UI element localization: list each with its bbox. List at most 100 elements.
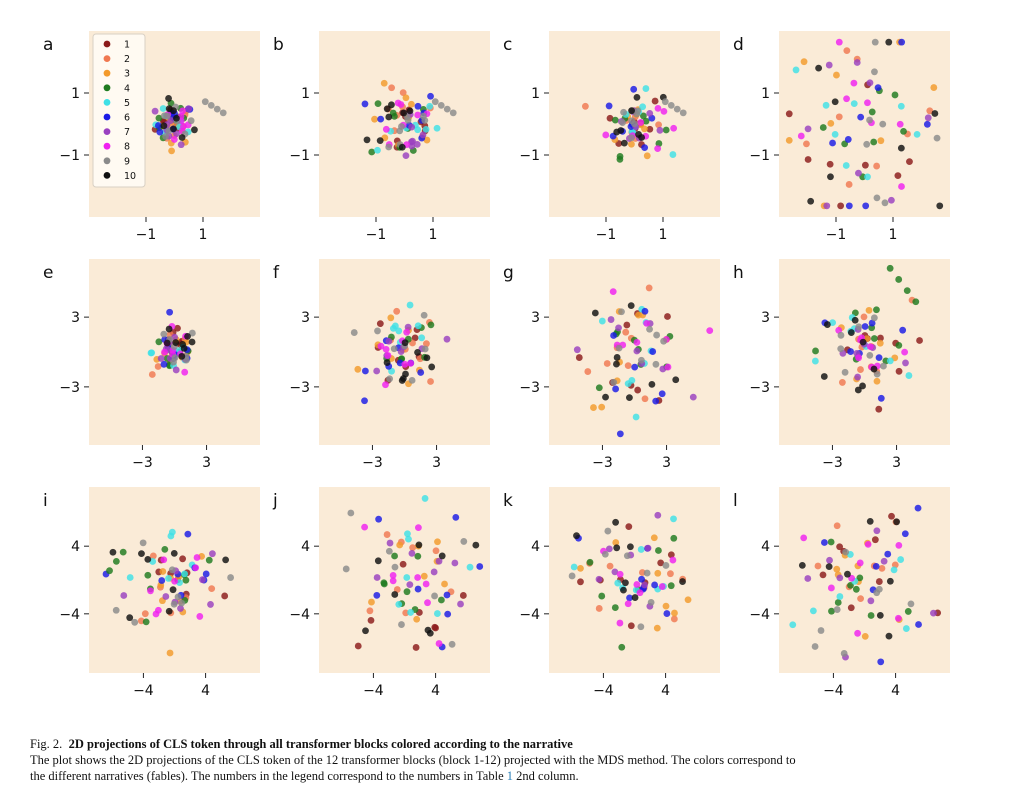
data-point-narrative-2 — [388, 84, 396, 92]
data-point-narrative-6 — [616, 430, 624, 438]
data-point-narrative-9 — [817, 627, 825, 634]
data-point-narrative-9 — [673, 105, 681, 113]
data-point-narrative-8 — [382, 345, 390, 353]
data-point-narrative-8 — [415, 524, 422, 532]
data-point-narrative-5 — [639, 103, 647, 111]
data-point-narrative-6 — [877, 658, 885, 666]
data-point-narrative-9 — [385, 143, 393, 151]
data-point-narrative-10 — [613, 354, 621, 361]
data-point-narrative-2 — [366, 607, 374, 615]
data-point-narrative-7 — [406, 581, 414, 589]
data-point-narrative-7 — [605, 545, 613, 553]
data-point-narrative-9 — [174, 593, 182, 601]
y-tick-label: −3 — [519, 380, 540, 396]
legend-marker-9 — [103, 157, 111, 165]
data-point-narrative-7 — [386, 539, 394, 547]
data-point-narrative-4 — [827, 538, 835, 546]
data-point-narrative-5 — [395, 327, 403, 335]
data-point-narrative-8 — [669, 556, 677, 564]
data-point-narrative-3 — [407, 100, 415, 108]
data-point-narrative-5 — [829, 319, 836, 327]
data-point-narrative-3 — [930, 84, 938, 91]
data-point-narrative-10 — [628, 107, 635, 115]
data-point-narrative-8 — [636, 589, 644, 597]
x-tick-label: 4 — [891, 683, 900, 699]
data-point-narrative-4 — [182, 576, 190, 584]
data-point-narrative-5 — [642, 85, 650, 92]
data-point-narrative-7 — [430, 568, 438, 576]
data-point-narrative-3 — [861, 632, 869, 640]
data-point-narrative-6 — [638, 575, 645, 583]
data-point-narrative-9 — [163, 112, 171, 120]
data-point-narrative-4 — [867, 612, 875, 619]
data-point-narrative-10 — [424, 626, 432, 634]
x-tick-label: −3 — [592, 455, 613, 471]
data-point-narrative-8 — [800, 534, 808, 542]
data-point-narrative-7 — [157, 355, 165, 362]
data-point-narrative-6 — [899, 326, 907, 334]
data-point-narrative-9 — [342, 565, 350, 573]
data-point-narrative-4 — [819, 124, 827, 131]
data-point-narrative-6 — [444, 610, 452, 618]
data-point-narrative-1 — [432, 624, 439, 632]
data-point-narrative-4 — [900, 127, 907, 135]
data-point-narrative-6 — [414, 585, 422, 593]
data-point-narrative-7 — [173, 130, 180, 138]
data-point-narrative-6 — [857, 113, 865, 121]
data-point-narrative-9 — [460, 538, 468, 545]
data-point-narrative-10 — [144, 555, 152, 563]
data-point-narrative-9 — [623, 552, 631, 560]
data-point-narrative-4 — [870, 335, 878, 342]
data-point-narrative-9 — [866, 116, 873, 124]
data-point-narrative-10 — [612, 518, 620, 526]
data-point-narrative-6 — [821, 539, 828, 546]
data-point-narrative-1 — [836, 543, 844, 551]
data-point-narrative-1 — [399, 560, 407, 568]
data-point-narrative-3 — [671, 609, 678, 617]
data-point-narrative-10 — [820, 373, 828, 380]
panel-background — [549, 487, 720, 673]
data-point-narrative-9 — [618, 308, 625, 316]
figure-grid: a −1 1 −1 1 1 2 3 4 5 6 7 8 9 10 b −1 1 −1 1 c −1 1 −1 1 d −1 1 −1 1 e… — [43, 31, 950, 699]
y-tick-label: 1 — [761, 86, 770, 102]
data-point-narrative-10 — [893, 518, 901, 526]
data-point-narrative-9 — [662, 562, 670, 569]
data-point-narrative-5 — [405, 535, 412, 543]
data-point-narrative-2 — [622, 328, 630, 336]
data-point-narrative-8 — [609, 288, 617, 296]
data-point-narrative-2 — [409, 544, 417, 552]
data-point-narrative-9 — [604, 527, 612, 535]
data-point-narrative-5 — [395, 600, 403, 608]
y-tick-label: −1 — [289, 148, 310, 164]
data-point-narrative-10 — [172, 339, 180, 346]
data-point-narrative-5 — [886, 357, 894, 365]
table-reference-link[interactable]: 1 — [506, 769, 514, 783]
data-point-narrative-9 — [653, 331, 661, 339]
data-point-narrative-5 — [414, 322, 422, 330]
panel-background — [779, 487, 950, 673]
data-point-narrative-10 — [415, 541, 423, 549]
y-tick-label: −1 — [519, 148, 540, 164]
data-point-narrative-10 — [398, 143, 406, 151]
data-point-narrative-7 — [172, 366, 180, 374]
data-point-narrative-1 — [819, 571, 827, 579]
data-point-narrative-7 — [689, 393, 697, 401]
data-point-narrative-10 — [126, 614, 134, 622]
data-point-narrative-8 — [407, 359, 415, 367]
data-point-narrative-10 — [825, 563, 833, 571]
data-point-narrative-1 — [625, 523, 633, 531]
data-point-narrative-9 — [643, 569, 651, 577]
data-point-narrative-4 — [391, 552, 398, 560]
data-point-narrative-6 — [641, 144, 649, 152]
data-point-narrative-2 — [393, 307, 401, 315]
data-point-narrative-9 — [842, 548, 850, 556]
figure-caption: Fig. 2. 2D projections of CLS token thro… — [30, 736, 990, 784]
data-point-narrative-6 — [427, 92, 434, 100]
data-point-narrative-6 — [875, 354, 883, 362]
data-point-narrative-9 — [139, 539, 147, 547]
data-point-narrative-8 — [854, 629, 861, 637]
data-point-narrative-9 — [873, 194, 881, 202]
data-point-narrative-4 — [895, 276, 903, 283]
data-point-narrative-8 — [643, 319, 651, 327]
y-tick-label: −4 — [59, 607, 80, 623]
